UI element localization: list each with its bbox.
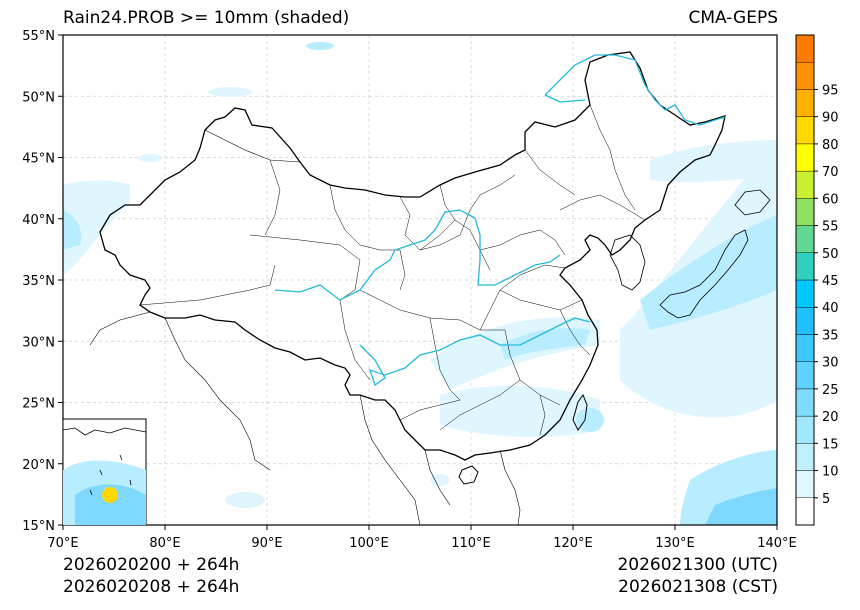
colorbar-swatch — [795, 388, 815, 417]
china-border — [99, 51, 726, 461]
colorbar-label: 20 — [822, 410, 839, 425]
colorbar-swatch — [795, 143, 815, 172]
map-title: Rain24.PROB >= 10mm (shaded) — [63, 8, 350, 28]
inset-shade-core — [102, 487, 118, 503]
lon-tick-label: 90°E — [251, 536, 282, 551]
colorbar: 5 10 15 20 25 30 35 40 45 50 55 60 70 80 90 95 — [795, 34, 839, 526]
shade-taiwan — [576, 408, 604, 432]
rivers — [274, 54, 726, 387]
shade-yangtze-core — [500, 328, 590, 360]
shade-south-china — [430, 474, 450, 486]
lon-tick-label: 120°E — [553, 536, 593, 551]
taiwan-outline — [572, 393, 588, 431]
south-china-sea-inset — [62, 418, 147, 526]
neighbor-borders — [89, 129, 521, 525]
colorbar-swatch — [795, 497, 815, 526]
lon-tick-label: 70°E — [47, 536, 78, 551]
valid-time-cst: 2026021308 (CST) — [618, 577, 778, 597]
colorbar-label: 35 — [822, 328, 839, 343]
lat-tick-label: 30°N — [22, 335, 55, 350]
lat-tick-label: 45°N — [22, 152, 55, 167]
shade-north-speck-3 — [138, 154, 162, 162]
colorbar-swatch — [795, 116, 815, 145]
map-axes: 70°E 80°E 90°E 100°E 110°E 120°E 130°E 140°E 15°… — [22, 29, 797, 551]
hainan-outline — [458, 465, 479, 485]
heilongjiang-river — [544, 54, 726, 126]
colorbar-label: 80 — [822, 138, 839, 153]
colorbar-swatch — [795, 307, 815, 335]
init-time-cst: 2026020208 + 264h — [63, 577, 240, 597]
probability-shading — [63, 42, 777, 525]
colorbar-swatch — [795, 334, 815, 362]
colorbar-label: 90 — [822, 111, 839, 126]
colorbar-label: 55 — [822, 220, 839, 235]
colorbar-swatch — [795, 225, 815, 253]
init-time-utc: 2026020200 + 264h — [63, 555, 240, 575]
colorbar-swatch — [795, 443, 815, 471]
lon-tick-label: 140°E — [757, 536, 797, 551]
colorbar-swatch — [795, 62, 815, 90]
shade-japan-band — [640, 215, 777, 330]
colorbar-swatch — [795, 361, 815, 390]
colorbar-label: 40 — [822, 301, 839, 316]
lon-tick-label: 110°E — [451, 536, 491, 551]
colorbar-label: 60 — [822, 192, 839, 207]
japan-outline — [659, 229, 749, 319]
valid-time-utc: 2026021300 (UTC) — [617, 555, 778, 575]
shade-west-edge-core — [63, 210, 82, 250]
inset-shade-dark — [75, 484, 146, 525]
colorbar-swatch — [795, 34, 815, 63]
colorbar-swatch — [795, 470, 815, 498]
colorbar-label: 25 — [822, 383, 839, 398]
nen-river — [544, 94, 586, 103]
colorbar-label: 15 — [822, 437, 839, 452]
lat-tick-label: 55°N — [22, 29, 55, 44]
colorbar-swatch — [795, 252, 815, 281]
colorbar-label: 50 — [822, 247, 839, 262]
shade-north-speck-1 — [306, 42, 334, 50]
lat-tick-label: 40°N — [22, 213, 55, 228]
province-borders — [139, 104, 646, 436]
korea-outline — [609, 234, 646, 291]
colorbar-label: 30 — [822, 356, 839, 371]
colorbar-label: 70 — [822, 165, 839, 180]
colorbar-swatch — [795, 198, 815, 226]
colorbar-swatch — [795, 89, 815, 117]
colorbar-swatch — [795, 279, 815, 308]
yangtze-river — [359, 317, 591, 387]
lat-tick-label: 25°N — [22, 397, 55, 412]
model-name: CMA-GEPS — [688, 8, 778, 28]
shade-northeast-sea — [650, 140, 777, 183]
lon-tick-label: 80°E — [149, 536, 180, 551]
colorbar-swatch — [795, 415, 815, 444]
shade-southeast — [440, 385, 600, 437]
lat-tick-label: 15°N — [22, 519, 55, 534]
lon-tick-label: 100°E — [349, 536, 389, 551]
colorbar-swatch — [795, 170, 815, 199]
shade-north-speck-2 — [208, 87, 252, 97]
colorbar-label: 10 — [822, 465, 839, 480]
lon-tick-label: 130°E — [655, 536, 695, 551]
lat-tick-label: 35°N — [22, 274, 55, 289]
lat-tick-label: 50°N — [22, 90, 55, 105]
inset-islands — [89, 454, 132, 496]
lat-tick-label: 20°N — [22, 458, 55, 473]
colorbar-label: 45 — [822, 274, 839, 289]
hokkaido-outline — [734, 189, 771, 216]
shade-west-edge — [63, 180, 130, 275]
shade-south-sea-core — [705, 488, 777, 525]
shade-bay-of-bengal — [225, 492, 265, 508]
colorbar-label: 95 — [822, 83, 839, 98]
inset-coastline — [62, 427, 147, 436]
colorbar-label: 5 — [822, 492, 830, 507]
yellow-river — [274, 209, 561, 301]
